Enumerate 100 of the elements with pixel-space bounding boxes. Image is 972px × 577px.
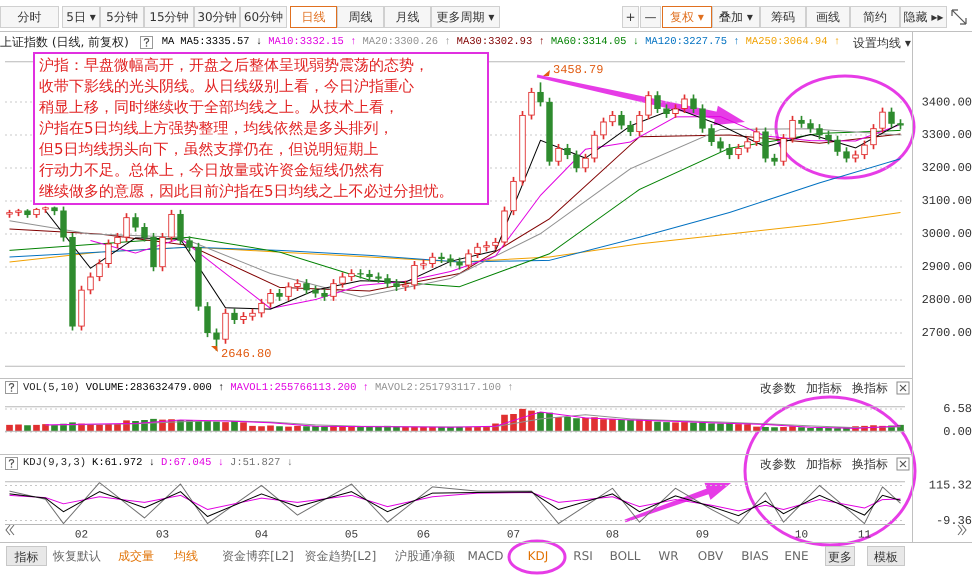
text: MAVOL2:251793117.100 ↑ [374, 382, 514, 394]
legend-title: MA [162, 36, 174, 48]
bar [96, 424, 103, 432]
bar [258, 426, 265, 432]
y-tick-label: 6.58 [943, 402, 972, 416]
bar [627, 420, 634, 432]
bar [6, 424, 13, 432]
text: 成交量 [117, 548, 155, 565]
y-tick-label: 3400.00 [922, 95, 972, 110]
bar [249, 426, 256, 432]
annotation: 收带下影线的光头阴线。从日线级别上看，今日沪指重心 [39, 76, 414, 96]
y-tick-label: 3300.00 [922, 128, 972, 142]
bar [267, 426, 274, 432]
text: MA60:3314.05 ↓ [550, 36, 640, 48]
bar [600, 419, 607, 432]
text: 均线 [173, 548, 199, 565]
bar [753, 426, 760, 432]
text: 换指标 [852, 457, 888, 471]
bar [537, 412, 544, 432]
text: 周线 [337, 6, 384, 28]
x-tick-label: 06 [416, 530, 430, 542]
text: ENE [784, 548, 809, 565]
text: WR [657, 548, 680, 565]
annotation: 继续做多的意愿，因此目前沪指在5日均线之上不必过分担忧。 [39, 181, 454, 201]
bar [564, 416, 571, 432]
annotation: 3458.79 [553, 63, 604, 77]
bar [213, 422, 220, 432]
bar [591, 417, 598, 432]
text: — [640, 6, 661, 28]
bar [654, 422, 661, 432]
text: 5分钟 [100, 6, 144, 28]
y-tick-label: 3000.00 [922, 227, 972, 242]
y-tick-label: 3100.00 [922, 194, 972, 208]
text: 画线 [806, 6, 850, 28]
text: 日线 [290, 6, 337, 28]
bar [195, 421, 202, 432]
text: MA10:3332.15 ↑ [268, 36, 356, 48]
text: 加指标 [806, 457, 842, 471]
text: MA30:3302.93 ↑ [456, 36, 545, 48]
text: 换指标 [852, 381, 888, 395]
bar [762, 426, 769, 432]
bar [303, 426, 310, 432]
bar [789, 426, 796, 432]
y-tick-label: 2900.00 [922, 260, 972, 274]
text: 30分钟 [194, 6, 240, 28]
text: MA250:3064.94 ↑ [746, 36, 840, 48]
bar [528, 410, 535, 432]
bar [672, 422, 679, 432]
text: 15分钟 [144, 6, 194, 28]
text: 简约 [850, 6, 900, 28]
text: MA120:3227.75 ↑ [645, 36, 740, 48]
y-tick-label: 3200.00 [922, 161, 972, 176]
text: BOLL [608, 548, 642, 565]
bar [555, 418, 562, 432]
bar [735, 424, 742, 432]
text: MAVOL1:255766113.200 ↑ [230, 382, 369, 394]
text: 改参数 [760, 381, 796, 395]
text: 60分钟 [240, 6, 287, 28]
text: 更多 [825, 546, 855, 566]
annotation: 沪指在5日均线上方强势整理，均线依然是多头排列， [39, 118, 394, 138]
bar [699, 422, 706, 432]
text: 改参数 [760, 457, 796, 471]
bar [573, 418, 580, 432]
text: 设置均线 ▾ [853, 36, 911, 50]
bar [645, 420, 652, 432]
annotation: 但5日均线拐头向下，虽然支撑仍在，但说明短期上 [39, 139, 379, 159]
bar [15, 424, 22, 432]
bar [708, 423, 715, 432]
text: 恢复默认 [53, 548, 101, 565]
annotation: 沪指：早盘微幅高开，开盘之后整体呈现弱势震荡的态势， [39, 55, 429, 75]
text: 分时 [0, 6, 59, 28]
bar [285, 426, 292, 432]
bar [294, 426, 301, 432]
bar [681, 422, 688, 432]
y-tick-label: 0.00 [943, 424, 972, 439]
text: 更多周期 ▾ [431, 6, 500, 28]
x-tick-label: 07 [506, 530, 520, 542]
bar [231, 421, 238, 432]
x-tick-label: 05 [344, 530, 358, 542]
text: OBV [697, 548, 724, 565]
text: BIAS [740, 548, 770, 565]
x-tick-label: 10 [794, 530, 808, 542]
text: 叠加 ▾ [712, 6, 760, 28]
text: 隐藏 ▸▸ [900, 6, 947, 28]
text: VOLUME:283632479.000 ↑ [86, 382, 224, 394]
bar [663, 422, 670, 432]
bar [114, 424, 121, 432]
text: MACD [466, 548, 504, 565]
bar [717, 424, 724, 432]
text: K:61.972 ↓ [92, 457, 156, 469]
chart-title: 上证指数 (日线, 前复权) [0, 34, 129, 50]
bar [222, 422, 229, 432]
text: 5日 ▾ [62, 6, 100, 28]
annotation: 行动力不足。总体上，今日放量或许资金短线仍然有 [39, 160, 384, 180]
text: KDJ [526, 548, 550, 565]
annotation: 稍显上移，同时继续收于全部均线之上。从技术上看， [39, 97, 399, 117]
bar [690, 422, 697, 432]
x-tick-label: 02 [74, 530, 88, 542]
x-tick-label: 04 [254, 530, 268, 542]
text: 月线 [384, 6, 431, 28]
